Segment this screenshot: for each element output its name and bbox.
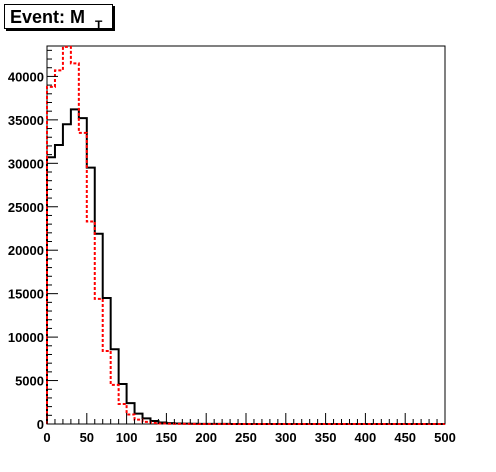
x-tick-label: 0 — [43, 430, 50, 445]
chart-title-subscript: T — [95, 18, 103, 32]
series-dotted-line — [46, 45, 445, 425]
x-tick-label: 450 — [394, 430, 416, 445]
chart-title: Event: M — [10, 7, 86, 27]
y-tick-label: 35000 — [8, 113, 44, 128]
x-tick-label: 150 — [156, 430, 178, 445]
x-axis: 0 50 100 150 200 250 300 350 400 450 500 — [43, 413, 456, 445]
y-tick-label: 5000 — [15, 374, 44, 389]
y-tick-label: 25000 — [8, 200, 44, 215]
chart-title-box: Event: M T — [4, 4, 113, 32]
series-layer — [46, 45, 445, 425]
y-tick-label: 20000 — [8, 243, 44, 258]
series-solid-line — [46, 108, 445, 425]
x-tick-label: 100 — [116, 430, 138, 445]
y-tick-label: 10000 — [8, 330, 44, 345]
x-tick-label: 250 — [235, 430, 257, 445]
y-tick-label: 0 — [37, 417, 44, 432]
y-axis: 0 5000 10000 15000 20000 25000 30000 35000 40000 — [8, 49, 58, 432]
plot-frame — [46, 45, 446, 425]
x-tick-label: 50 — [80, 430, 94, 445]
x-tick-label: 350 — [315, 430, 337, 445]
x-tick-label: 400 — [355, 430, 377, 445]
y-tick-label: 30000 — [8, 156, 44, 171]
x-tick-label: 300 — [275, 430, 297, 445]
y-tick-label: 40000 — [8, 69, 44, 84]
x-tick-label: 500 — [434, 430, 456, 445]
y-tick-label: 15000 — [8, 287, 44, 302]
x-tick-label: 200 — [195, 430, 217, 445]
